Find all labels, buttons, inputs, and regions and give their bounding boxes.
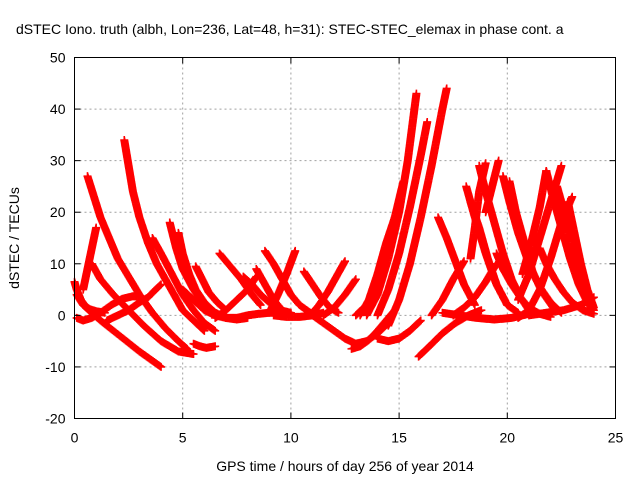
y-tick-label: 50 <box>50 50 66 66</box>
data-track-13 <box>189 339 220 352</box>
x-tick-label: 15 <box>391 430 407 446</box>
data-point <box>351 275 360 284</box>
data-track-4 <box>79 223 101 294</box>
x-tick-label: 5 <box>179 430 187 446</box>
data-track-20 <box>265 246 300 317</box>
y-tick-label: 20 <box>50 204 66 220</box>
y-axis-label: dSTEC / TECUs <box>6 187 22 289</box>
y-tick-label: 40 <box>50 101 66 117</box>
y-tick-label: 10 <box>50 256 66 272</box>
data-point <box>291 246 300 255</box>
data-track-29 <box>362 89 421 320</box>
data-point <box>341 257 349 266</box>
data-points <box>70 84 598 371</box>
y-tick-label: 30 <box>50 153 66 169</box>
x-tick-labels: 0 5 10 15 20 25 <box>71 430 624 446</box>
data-track-30 <box>373 117 432 320</box>
data-point <box>256 301 265 310</box>
x-tick-label: 25 <box>608 430 624 446</box>
data-point <box>156 281 165 290</box>
data-point <box>334 308 343 317</box>
y-tick-label: -20 <box>45 411 65 427</box>
data-track-9 <box>148 234 220 335</box>
data-point <box>157 362 166 371</box>
x-tick-label: 0 <box>71 430 79 446</box>
data-point <box>189 350 198 359</box>
data-point <box>211 326 220 335</box>
data-point <box>92 223 101 232</box>
y-tick-label: 0 <box>58 307 66 323</box>
data-track-16 <box>215 249 265 310</box>
data-track-8 <box>102 280 166 325</box>
data-point <box>157 280 166 289</box>
data-point <box>199 325 208 334</box>
data-point <box>278 306 287 315</box>
data-point <box>211 342 220 351</box>
data-point <box>200 326 209 335</box>
chart-title: dSTEC Iono. truth (albh, Lon=236, Lat=48… <box>16 21 564 37</box>
x-tick-label: 20 <box>500 430 516 446</box>
data-track-24 <box>319 275 360 320</box>
x-axis-label: GPS time / hours of day 256 of year 2014 <box>216 458 474 474</box>
y-tick-labels: -20 -10 0 10 20 30 40 50 <box>45 50 65 427</box>
x-tick-label: 10 <box>283 430 299 446</box>
y-tick-label: -10 <box>45 359 65 375</box>
data-track-7 <box>120 136 209 335</box>
data-point <box>412 89 421 98</box>
